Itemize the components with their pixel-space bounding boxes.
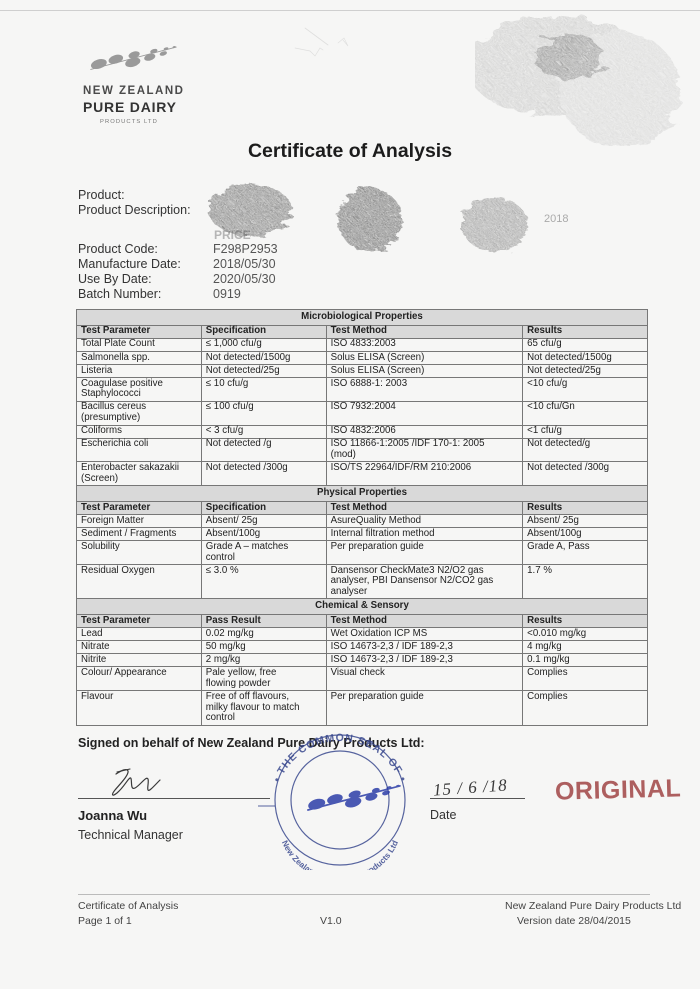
svg-text:• THE COMMON SEAL OF •: • THE COMMON SEAL OF • [271, 732, 409, 784]
